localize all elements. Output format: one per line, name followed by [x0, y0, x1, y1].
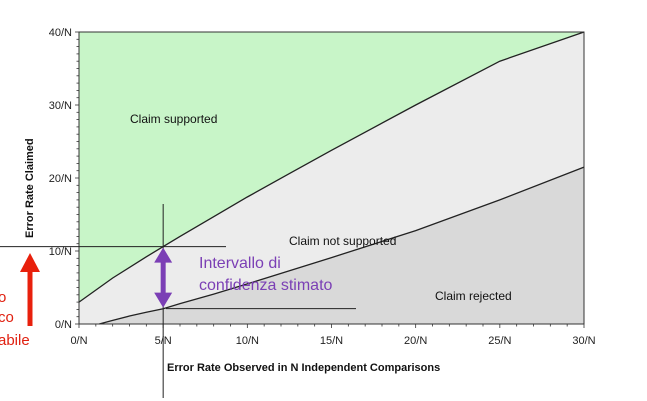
interval-label-line-1: Intervallo di: [199, 255, 281, 272]
x-tick-label: 0/N: [70, 335, 87, 347]
x-tick-label: 20/N: [404, 335, 427, 347]
upper-boundary-line: [78, 31, 585, 303]
y-tick-label: 0/N: [55, 319, 72, 331]
red-label-line-3: abile: [0, 332, 30, 349]
x-axis-title: Error Rate Observed in N Independent Com…: [167, 362, 440, 374]
red-arrow-head: [20, 253, 40, 272]
boundary-curves: [78, 31, 585, 325]
interval-arrow-head-up: [154, 247, 173, 263]
interval-arrow-head-down: [154, 292, 173, 308]
x-tick-label: 30/N: [572, 335, 595, 347]
interval-label-line-2: confidenza stimato: [199, 277, 333, 294]
region-label-not-supported: Claim not supported: [289, 234, 396, 248]
red-label-line-1: o: [0, 289, 6, 306]
chart-labels: Claim supported Claim not supported Clai…: [0, 112, 512, 374]
y-tick-label: 20/N: [49, 173, 72, 185]
red-label-line-2: co: [0, 309, 14, 326]
annotation-guides: [0, 204, 356, 398]
x-tick-label: 10/N: [236, 335, 259, 347]
tick-labels: 0/N 5/N 10/N 15/N 20/N 25/N 30/N0/N10/N20/N30/…: [49, 27, 596, 347]
region-label-rejected: Claim rejected: [435, 289, 512, 303]
y-axis-title: Error Rate Claimed: [24, 138, 36, 238]
x-tick-label: 15/N: [320, 335, 343, 347]
y-tick-label: 40/N: [49, 27, 72, 39]
lower-boundary-line: [99, 166, 585, 325]
y-tick-label: 30/N: [49, 100, 72, 112]
x-tick-label: 25/N: [488, 335, 511, 347]
y-tick-label: 10/N: [49, 246, 72, 258]
region-supported: [79, 32, 584, 303]
region-label-supported: Claim supported: [130, 112, 217, 126]
region-rejected: [99, 167, 584, 324]
